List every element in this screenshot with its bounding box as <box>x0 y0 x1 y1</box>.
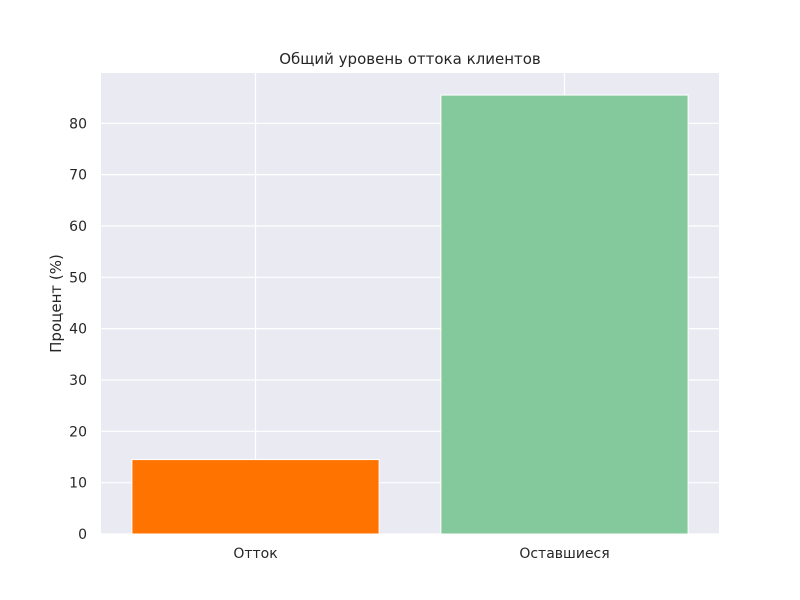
chart-title: Общий уровень оттока клиентов <box>279 50 541 68</box>
y-tick-label: 30 <box>69 373 87 389</box>
bar-0 <box>131 459 380 535</box>
y-tick-label: 70 <box>69 168 87 184</box>
y-tick-label: 0 <box>78 527 87 543</box>
y-tick-label: 50 <box>69 270 87 286</box>
x-tick-label: Оставшиеся <box>519 546 609 562</box>
y-tick-label: 20 <box>69 424 87 440</box>
y-tick-label: 80 <box>69 116 87 132</box>
y-tick-label: 60 <box>69 219 87 235</box>
y-tick-label: 10 <box>69 476 87 492</box>
y-tick-label: 40 <box>69 322 87 338</box>
y-axis-label: Процент (%) <box>47 254 65 353</box>
y-axis-ticks: 0 10 20 30 40 50 60 70 80 <box>69 116 87 543</box>
x-tick-label: Отток <box>233 546 277 562</box>
bars <box>131 94 689 535</box>
x-axis-ticks: Отток Оставшиеся <box>233 546 609 562</box>
bar-1 <box>440 94 689 535</box>
